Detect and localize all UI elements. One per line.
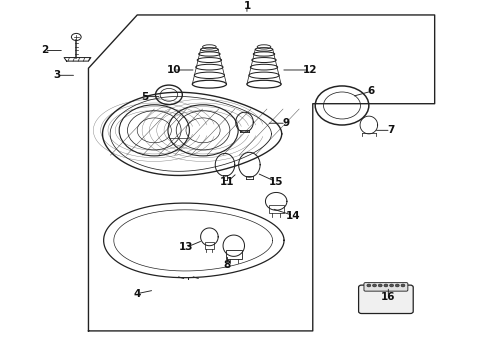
Bar [204, 242, 214, 248]
Circle shape [378, 284, 382, 287]
Text: 14: 14 [285, 211, 300, 221]
Text: 11: 11 [220, 177, 234, 187]
Bar [225, 250, 241, 259]
FancyBboxPatch shape [358, 285, 412, 314]
Text: 12: 12 [303, 65, 317, 75]
Text: 3: 3 [53, 70, 61, 80]
Circle shape [372, 284, 376, 287]
Text: 5: 5 [141, 91, 148, 102]
Text: 7: 7 [386, 125, 394, 135]
Text: 15: 15 [268, 177, 283, 187]
Text: 2: 2 [41, 45, 48, 55]
Text: 4: 4 [133, 289, 141, 299]
Text: 1: 1 [243, 1, 250, 11]
Circle shape [366, 284, 370, 287]
Text: 13: 13 [179, 243, 193, 252]
Bar [268, 205, 283, 213]
Text: 6: 6 [367, 86, 374, 96]
Circle shape [400, 284, 404, 287]
Text: 8: 8 [224, 260, 231, 270]
Circle shape [394, 284, 398, 287]
Circle shape [389, 284, 393, 287]
FancyBboxPatch shape [363, 283, 407, 291]
Text: 9: 9 [282, 118, 289, 128]
Text: 10: 10 [166, 65, 181, 75]
Circle shape [383, 284, 387, 287]
Text: 16: 16 [380, 292, 395, 302]
